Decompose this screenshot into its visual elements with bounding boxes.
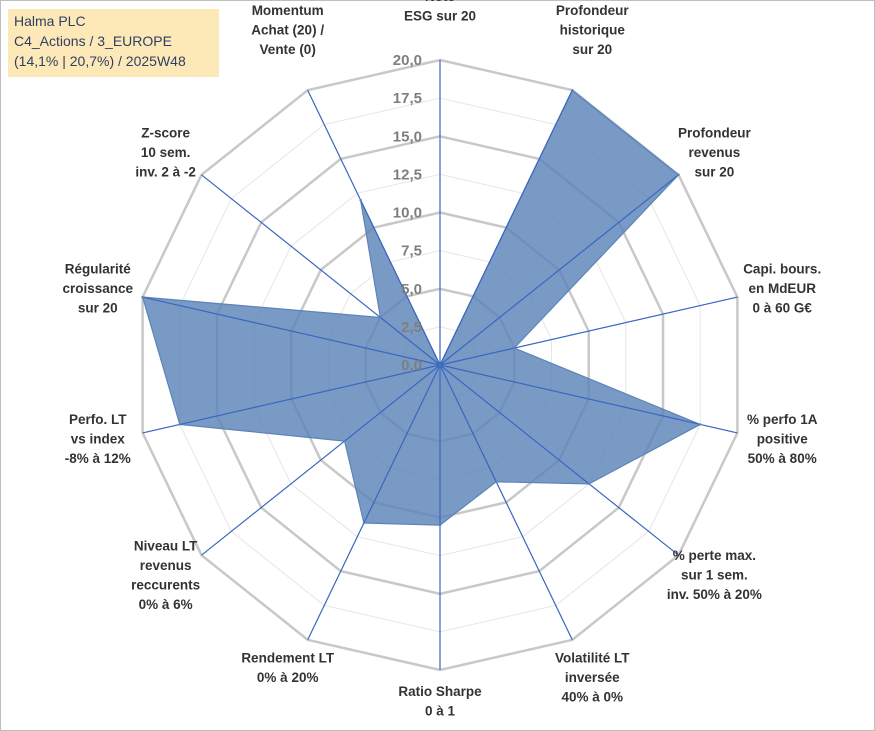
category-label: Z-score 10 sem. inv. 2 à -2 <box>135 125 196 179</box>
category-label: Niveau LT revenus reccurents 0% à 6% <box>131 538 200 612</box>
info-box: Halma PLC C4_Actions / 3_EUROPE (14,1% |… <box>8 9 219 77</box>
tick-label: 10,0 <box>393 205 422 222</box>
category-label: Perfo. LT vs index -8% à 12% <box>65 412 131 466</box>
axis-spoke <box>439 364 738 434</box>
axis-spoke <box>307 89 441 366</box>
category-label: Profondeur historique sur 20 <box>556 3 629 57</box>
category-label: Profondeur revenus sur 20 <box>678 125 751 179</box>
data-point <box>379 316 382 319</box>
data-point <box>141 295 144 299</box>
category-label: NoteESG sur 20 <box>404 0 476 24</box>
data-point <box>699 423 702 426</box>
data-point <box>359 198 362 202</box>
data-point <box>438 363 442 367</box>
axis-spoke <box>307 364 441 641</box>
data-point <box>178 423 181 426</box>
category-label: % perfo 1A positive 50% à 80% <box>747 412 818 466</box>
tick-label: 7,5 <box>401 243 422 260</box>
axis-spoke <box>439 296 738 366</box>
category-label: Rendement LT 0% à 20% <box>241 650 335 685</box>
portfolio-category: C4_Actions / 3_EUROPE <box>14 33 172 49</box>
axis-spoke <box>439 364 679 556</box>
category-label: Ratio Sharpe 0 à 1 <box>398 684 482 719</box>
category-label: % perte max. sur 1 sem. inv. 50% à 20% <box>667 548 762 602</box>
axis-spoke <box>439 364 573 641</box>
data-point <box>677 173 680 176</box>
stats-week: (14,1% | 20,7%) / 2025W48 <box>14 53 186 69</box>
axis-spoke <box>201 364 441 556</box>
tick-label: 0,0 <box>401 357 422 374</box>
company-name: Halma PLC <box>14 13 86 29</box>
data-point <box>571 89 574 92</box>
category-label: Momentum Achat (20) / Vente (0) <box>251 3 324 57</box>
tick-label: 5,0 <box>401 281 422 298</box>
data-point <box>343 439 346 443</box>
axis-spoke <box>142 296 441 366</box>
category-label: Volatilité LT inversée 40% à 0% <box>555 650 630 704</box>
tick-label: 17,5 <box>393 90 422 107</box>
axis-spoke <box>439 174 679 366</box>
axis-spoke <box>142 364 441 434</box>
data-point <box>495 480 498 483</box>
data-point <box>438 523 442 527</box>
axis-spoke <box>439 89 573 366</box>
axis-spoke <box>201 174 441 366</box>
tick-label: 2,5 <box>401 319 422 336</box>
tick-label: 15,0 <box>393 128 422 145</box>
tick-label: 12,5 <box>393 166 422 183</box>
category-label: Capi. bours. en MdEUR 0 à 60 G€ <box>743 261 821 315</box>
data-point <box>587 482 591 486</box>
tick-label: 20,0 <box>393 52 422 69</box>
category-label: Régularité croissance sur 20 <box>63 261 134 315</box>
data-point <box>513 346 516 350</box>
data-point <box>362 521 366 525</box>
